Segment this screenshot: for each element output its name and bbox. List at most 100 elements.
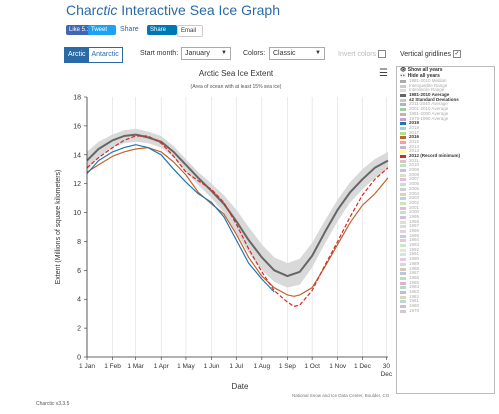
legend-item[interactable]: 1981-2010 Average bbox=[397, 92, 494, 98]
page-title: Charctic Interactive Sea Ice Graph bbox=[66, 2, 280, 18]
legend-item[interactable]: 2014 bbox=[397, 143, 494, 150]
legend-item[interactable]: 2011 bbox=[397, 158, 494, 164]
legend-item[interactable]: 2018 bbox=[397, 125, 494, 131]
legend-item[interactable]: 2009 bbox=[397, 167, 494, 173]
legend-label: 2014 bbox=[409, 143, 420, 149]
legend-item[interactable]: 1998 bbox=[397, 219, 494, 225]
legend-item[interactable]: 1979 bbox=[397, 307, 494, 314]
legend-item[interactable]: 1983 bbox=[397, 289, 494, 295]
legend-item[interactable]: 1984 bbox=[397, 284, 494, 290]
legend-item[interactable]: 2015 bbox=[397, 139, 494, 145]
legend-item[interactable]: 2013 bbox=[397, 148, 494, 154]
legend-item[interactable]: 2010 bbox=[397, 163, 494, 168]
legend-swatch bbox=[400, 192, 406, 196]
show-all-years-toggle[interactable]: 👁 Show all years bbox=[400, 67, 443, 73]
tweet-button[interactable]: Tweet bbox=[88, 25, 116, 35]
legend-label: 1994 bbox=[409, 237, 420, 243]
legend-item[interactable]: Interquartile Range bbox=[397, 82, 494, 89]
y-tick-label: 0 bbox=[77, 355, 81, 362]
email-button[interactable]: Email bbox=[177, 25, 203, 37]
legend-item[interactable]: 1993 bbox=[397, 242, 494, 248]
legend-item[interactable]: 1982 bbox=[397, 294, 494, 300]
linkedin-share-button[interactable]: Share bbox=[147, 25, 177, 35]
legend-swatch bbox=[400, 281, 406, 285]
legend-swatch bbox=[400, 178, 406, 182]
legend-item[interactable]: 1996 bbox=[397, 228, 494, 234]
legend-item[interactable]: 1985 bbox=[397, 279, 494, 286]
tab-antarctic[interactable]: Antarctic bbox=[88, 48, 122, 62]
legend-item[interactable]: 1999 bbox=[397, 213, 494, 220]
legend-item[interactable]: 2000 bbox=[397, 209, 494, 215]
legend-label: 1987 bbox=[409, 270, 420, 276]
legend-label: 2001 bbox=[409, 204, 420, 210]
legend-item[interactable]: 1991-2000 Average bbox=[397, 111, 494, 117]
start-month-select[interactable]: January ▼ bbox=[181, 47, 231, 60]
y-axis-label: Extent (Millions of square kilometers) bbox=[55, 170, 62, 285]
legend-swatch bbox=[400, 276, 406, 280]
legend-label: 1989 bbox=[409, 260, 420, 266]
legend-item[interactable]: 2011-2040 Average bbox=[397, 102, 494, 107]
legend-item[interactable]: 1992 bbox=[397, 247, 494, 253]
tab-arctic[interactable]: Arctic bbox=[65, 48, 89, 62]
legend-label: 2008 bbox=[409, 171, 420, 177]
legend-label: 1979 bbox=[409, 307, 420, 313]
legend-label: 1985 bbox=[409, 279, 420, 285]
version-label: Charctic v3.3.5 bbox=[36, 401, 70, 407]
legend-item[interactable]: 2001-2010 Average bbox=[397, 106, 494, 112]
legend-item[interactable]: 1981-2010 Median bbox=[397, 78, 494, 84]
legend-swatch bbox=[400, 122, 406, 126]
vertical-gridlines-toggle[interactable]: Vertical gridlines ✓ bbox=[400, 50, 461, 58]
legend-item[interactable]: 1980 bbox=[397, 303, 494, 309]
facebook-like-button[interactable]: Like 5.1K bbox=[66, 25, 102, 35]
legend-item[interactable]: 1986 bbox=[397, 274, 494, 281]
legend-item[interactable]: 2004 bbox=[397, 190, 494, 197]
legend-item[interactable]: 2016 bbox=[397, 134, 494, 140]
x-tick-label: 1 May bbox=[177, 363, 195, 370]
legend-label: 2004 bbox=[409, 190, 420, 196]
legend-item[interactable]: 1989 bbox=[397, 260, 494, 267]
legend-item[interactable]: 2002 bbox=[397, 200, 494, 206]
legend-item[interactable]: 1987 bbox=[397, 270, 494, 276]
legend-item[interactable]: 2008 bbox=[397, 171, 494, 178]
legend-item[interactable]: 1979-1990 Average bbox=[397, 116, 494, 122]
legend-label: 1980 bbox=[409, 303, 420, 308]
legend-item[interactable]: 1997 bbox=[397, 223, 494, 229]
legend-item[interactable]: 2001 bbox=[397, 204, 494, 211]
legend-label: 1986 bbox=[409, 274, 420, 280]
legend-item[interactable]: 2019 bbox=[397, 120, 494, 126]
colors-select[interactable]: Classic ▼ bbox=[269, 47, 325, 60]
hemisphere-tabs: Arctic Antarctic bbox=[64, 47, 123, 63]
x-tick-label: 1 Feb bbox=[104, 363, 121, 370]
legend-item[interactable]: 2012 (Record minimum) bbox=[397, 153, 494, 159]
vertical-gridlines-checkbox[interactable]: ✓ bbox=[452, 50, 461, 58]
legend-swatch bbox=[400, 183, 406, 187]
chart-title: Arctic Sea Ice Extent bbox=[199, 69, 274, 78]
invert-colors-toggle[interactable]: Invert colors bbox=[338, 50, 387, 58]
share-link[interactable]: Share bbox=[120, 26, 139, 33]
hide-all-years-toggle[interactable]: 👀 Hide all years bbox=[400, 73, 440, 79]
legend-item[interactable]: 2006 bbox=[397, 181, 494, 187]
legend-label: Interquartile Range bbox=[409, 82, 448, 88]
legend-item[interactable]: ±2 Standard Deviations bbox=[397, 97, 494, 103]
legend-swatch bbox=[400, 220, 406, 224]
legend-item[interactable]: 1994 bbox=[397, 238, 494, 243]
legend-item[interactable]: Interdecile Range bbox=[397, 88, 494, 93]
invert-colors-checkbox[interactable] bbox=[378, 50, 387, 58]
legend-item[interactable]: 1988 bbox=[397, 266, 494, 272]
legend-swatch bbox=[400, 150, 406, 154]
chart-menu-icon[interactable]: ☰ bbox=[379, 68, 388, 79]
legend-item[interactable]: 1995 bbox=[397, 233, 494, 239]
legend-item[interactable]: 1990 bbox=[397, 256, 494, 262]
legend-label: 1999 bbox=[409, 213, 420, 219]
std-dev-band bbox=[87, 128, 388, 288]
legend-swatch bbox=[400, 84, 406, 88]
legend-item[interactable]: 2003 bbox=[397, 195, 494, 201]
legend-item[interactable]: 2005 bbox=[397, 186, 494, 192]
legend-item[interactable]: 2007 bbox=[397, 177, 494, 182]
legend-item[interactable]: 1981 bbox=[397, 298, 494, 304]
legend-item[interactable]: 2017 bbox=[397, 130, 494, 136]
legend-item[interactable]: 1991 bbox=[397, 252, 494, 257]
legend-swatch bbox=[400, 169, 406, 173]
y-tick-label: 6 bbox=[77, 268, 81, 275]
